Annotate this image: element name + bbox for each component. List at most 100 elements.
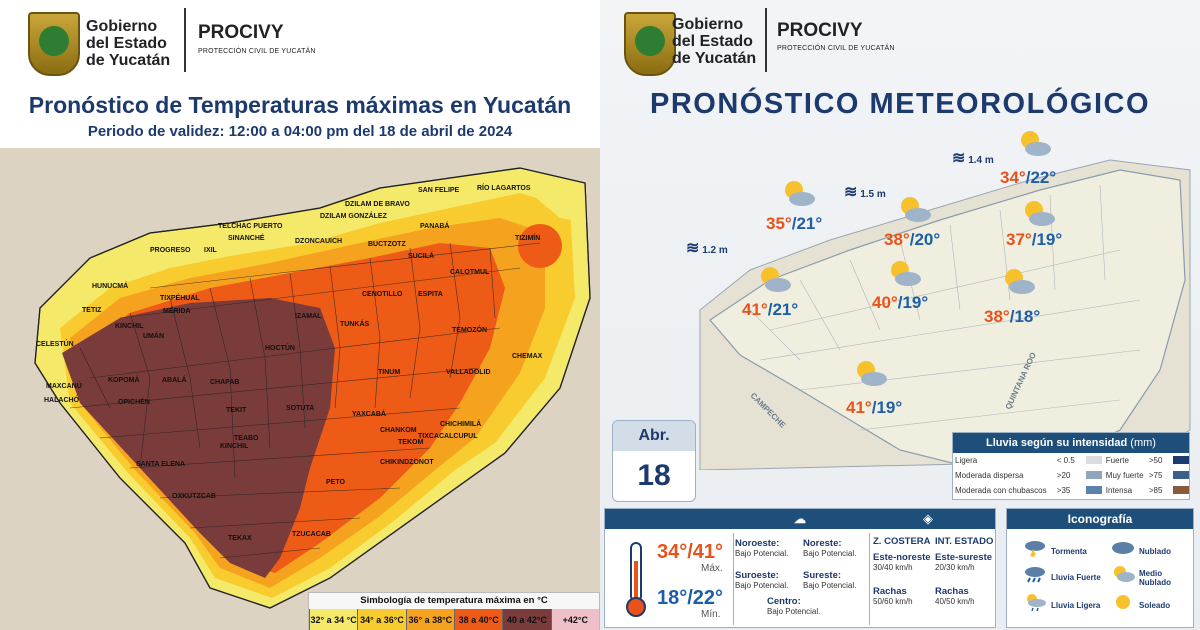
- cloudy-icon: [1112, 542, 1134, 554]
- place-label: IZAMAL: [295, 313, 322, 320]
- weather-forecast-panel: Gobierno del Estado de Yucatán PROCIVY PRO…: [600, 0, 1200, 630]
- wave-height: ≋ 1.5 m: [844, 184, 886, 201]
- inland-gusts: Rachas 40/50 km/h: [935, 586, 975, 607]
- storm-icon: [1025, 541, 1045, 557]
- legend-swatch: +42°C: [550, 609, 599, 630]
- rain-intensity-legend: Lluvia según su intensidad (mm) Ligera < …: [952, 432, 1190, 500]
- inland-header: INT. ESTADO: [935, 536, 994, 547]
- forecast-summary: ☁ 34°/41° Máx. 18°/22° Mín. Noroeste: Baj…: [604, 508, 996, 628]
- place-label: SUCILÁ: [408, 251, 434, 260]
- wind-center: Centro: Bajo Potencial.: [767, 596, 821, 617]
- temp-reading: 41°/21°: [742, 300, 799, 319]
- partly-cloudy-icon: [1114, 566, 1135, 582]
- right-header: Gobierno del Estado de Yucatán PROCIVY PRO…: [600, 8, 1200, 80]
- header-divider: [184, 8, 186, 72]
- agency-name: PROCIVY: [198, 22, 284, 43]
- calendar-month: Abr.: [613, 421, 695, 451]
- legend-swatch: 40 a 42°C: [502, 609, 551, 630]
- place-label: TEMOZÓN: [452, 325, 487, 334]
- summary-divider: [869, 533, 870, 625]
- max-temp-range: 34°/41°: [657, 541, 724, 563]
- place-label: SAN FELIPE: [418, 187, 460, 194]
- place-label: ABALÁ: [162, 375, 187, 384]
- header-divider: [765, 8, 767, 72]
- legend-swatch: 32° a 34 °C: [309, 609, 358, 630]
- place-label: CENOTILLO: [362, 291, 403, 298]
- iconography-label: Nublado: [1139, 547, 1171, 556]
- partly-cloudy-icon: [785, 181, 815, 206]
- place-label: BUCTZOTZ: [368, 241, 406, 248]
- compass-icon: ◈: [923, 511, 933, 526]
- sunny-icon: [1116, 595, 1130, 609]
- place-label: TEKIT: [226, 407, 247, 414]
- iconography-label: Soleado: [1139, 601, 1171, 610]
- temp-reading: 40°/19°: [872, 293, 929, 312]
- place-label: PANABÁ: [420, 221, 449, 230]
- place-label: TIXCACALCUPUL: [418, 433, 478, 440]
- temp-reading: 38°/18°: [984, 307, 1041, 326]
- place-label: SANTA ELENA: [136, 461, 185, 468]
- forecast-title: PRONÓSTICO METEOROLÓGICO: [649, 88, 1150, 120]
- place-label: CHICHIMILÁ: [440, 419, 481, 428]
- place-label: VALLADOLID: [446, 369, 491, 376]
- weather-map: CAMPECHE QUINTANA ROO: [699, 159, 1191, 470]
- temp-reading: 41°/19°: [846, 398, 903, 417]
- place-label: RÍO LAGARTOS: [477, 183, 531, 192]
- wind-southeast: Sureste: Bajo Potencial.: [803, 570, 857, 591]
- light-rain-icon: [1027, 594, 1046, 611]
- partly-cloudy-icon: [1025, 201, 1055, 226]
- place-label: TINUM: [378, 369, 400, 376]
- coastal-gusts: Rachas 50/60 km/h: [873, 586, 913, 607]
- place-label: CHIKINDZONOT: [380, 459, 434, 466]
- place-label: TEKOM: [398, 439, 423, 446]
- partly-cloudy-icon: [891, 261, 921, 286]
- calendar-day: 18: [637, 459, 671, 492]
- place-label: ESPITA: [418, 291, 443, 298]
- place-label: CALOTMUL: [450, 269, 490, 276]
- iconography-label: Lluvia Ligera: [1051, 601, 1101, 610]
- thermometer-icon: [626, 542, 646, 617]
- place-label: TELCHAC PUERTO: [218, 223, 283, 230]
- place-label: PETO: [326, 479, 345, 486]
- coastal-wind: Este-noreste 30/40 km/h: [873, 552, 931, 573]
- place-label: TUNKÁS: [340, 319, 369, 328]
- temp-reading: 37°/19°: [1006, 230, 1063, 249]
- wind-northeast: Noreste: Bajo Potencial.: [803, 538, 857, 559]
- date-calendar: Abr. 18: [612, 420, 696, 502]
- rain-legend-row: Ligera < 0.5 Fuerte >50: [953, 453, 1190, 468]
- rain-legend-row: Moderada con chubascos >35 Intensa >85: [953, 483, 1190, 498]
- place-label: DZILAM DE BRAVO: [345, 201, 410, 208]
- iconography-legend: Iconografía Tormenta Nublado Lluvia Fuer…: [1006, 508, 1194, 628]
- rain-cloud-icon: ☁: [794, 512, 806, 526]
- iconography-label: Lluvia Fuerte: [1051, 573, 1101, 582]
- partly-cloudy-icon: [761, 267, 791, 292]
- iconography-label: Medio Nublado: [1139, 569, 1171, 587]
- place-label: OXKUTZCAB: [172, 493, 216, 500]
- wave-height: ≋ 1.2 m: [686, 240, 728, 257]
- coastal-header: Z. COSTERA: [873, 536, 931, 547]
- wind-northwest: Noroeste: Bajo Potencial.: [735, 538, 789, 559]
- place-label: YAXCABÁ: [352, 409, 386, 418]
- iconography-title: Iconografía: [1007, 509, 1193, 529]
- summary-divider: [733, 533, 734, 625]
- government-name: Gobierno del Estado de Yucatán: [86, 18, 171, 69]
- yucatan-seal-icon: [624, 12, 676, 76]
- place-label: TEKAX: [228, 535, 252, 542]
- place-label: KOPOMÁ: [108, 375, 140, 384]
- place-label: TEABO: [234, 435, 259, 442]
- place-label: CHEMAX: [512, 353, 543, 360]
- wave-height: ≋ 1.4 m: [952, 150, 994, 167]
- place-label: DZILAM GONZÁLEZ: [320, 211, 388, 220]
- inland-wind: Este-sureste 20/30 km/h: [935, 552, 993, 573]
- place-label: TZUCACAB: [292, 531, 331, 538]
- place-label: IXIL: [204, 247, 218, 254]
- place-label: HUNUCMÁ: [92, 281, 128, 290]
- waves-icon: ≋: [952, 150, 966, 167]
- place-label: OPICHÉN: [118, 397, 150, 406]
- place-label: TETIZ: [82, 307, 102, 314]
- waves-icon: ≋: [686, 240, 700, 257]
- waves-icon: ≋: [844, 184, 858, 201]
- place-label: MAXCANÚ: [46, 381, 82, 390]
- legend-swatch: 38 a 40°C: [453, 609, 503, 630]
- summary-header: ☁: [605, 509, 995, 529]
